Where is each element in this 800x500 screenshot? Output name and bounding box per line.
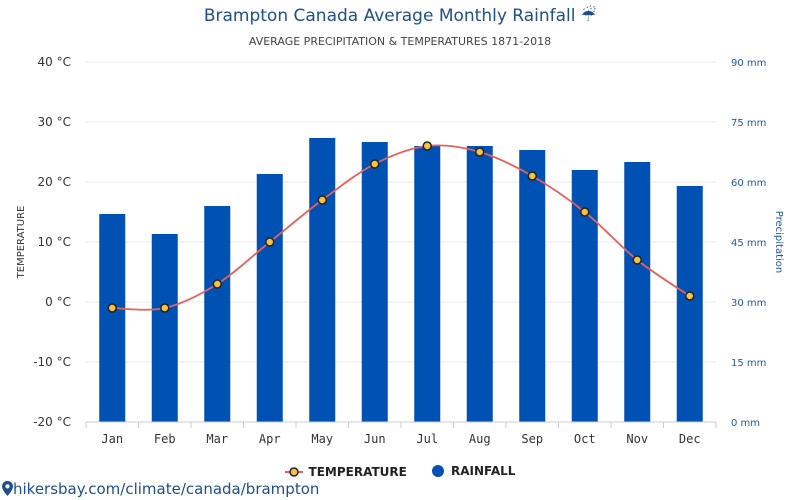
legend-label-rainfall: RAINFALL	[451, 464, 516, 478]
temperature-point-feb[interactable]	[160, 303, 170, 313]
rainfall-bar-sep[interactable]	[519, 150, 546, 422]
chart-legend: TEMPERATURE RAINFALL	[0, 464, 800, 481]
y-right-tick-label: 15 mm	[731, 358, 766, 369]
legend-item-temperature[interactable]: TEMPERATURE	[284, 465, 407, 479]
x-tick-label: May	[311, 432, 333, 446]
y-right-tick-label: 90 mm	[731, 58, 766, 69]
temperature-point-jul[interactable]	[422, 141, 432, 151]
x-tick-label: Jul	[416, 432, 438, 446]
rainfall-bar-mar[interactable]	[204, 206, 231, 422]
y-left-tick-label: -20 °C	[33, 415, 71, 429]
x-tick-label: Aug	[469, 432, 491, 446]
chart-subtitle: AVERAGE PRECIPITATION & TEMPERATURES 187…	[248, 35, 552, 48]
x-axis: Jan Feb Mar Apr May Jun Jul Aug Sep Oct Nov Dec	[85, 421, 717, 446]
temperature-point-jan[interactable]	[107, 303, 117, 313]
grid-lines	[86, 61, 716, 423]
temperature-point-nov[interactable]	[632, 255, 642, 265]
axis-ticks: 40 °C 90 mm 30 °C 75 mm 20 °C 60 mm 10 °C 45 mm…	[33, 55, 766, 429]
y-right-tick-label: 75 mm	[731, 118, 766, 129]
temperature-point-jun[interactable]	[370, 159, 380, 169]
rainfall-bar-apr[interactable]	[256, 174, 283, 422]
chart-title: Brampton Canada Average Monthly Rainfall…	[203, 6, 597, 26]
y-left-tick-label: 30 °C	[38, 115, 71, 129]
y-right-tick-label: 45 mm	[731, 238, 766, 249]
x-tick-label: Apr	[259, 432, 281, 446]
legend-label-temperature: TEMPERATURE	[308, 465, 407, 479]
temperature-point-mar[interactable]	[212, 279, 222, 289]
x-tick-label: Sep	[521, 432, 543, 446]
rainfall-bar-jan[interactable]	[99, 214, 126, 422]
y-right-tick-label: 60 mm	[731, 178, 766, 189]
y-left-tick-label: 0 °C	[45, 295, 71, 309]
temperature-points	[107, 141, 695, 313]
rainfall-bar-nov[interactable]	[624, 162, 651, 422]
temperature-point-may[interactable]	[317, 195, 327, 205]
x-tick-label: Nov	[626, 432, 648, 446]
location-pin-icon	[2, 481, 13, 496]
x-tick-label: Dec	[679, 432, 701, 446]
x-tick-label: Jun	[364, 432, 386, 446]
temperature-line-layer	[112, 144, 691, 311]
rainfall-bar-jul[interactable]	[414, 146, 441, 422]
rainfall-bar-may[interactable]	[309, 138, 336, 422]
y-right-tick-label: 0 mm	[731, 418, 760, 429]
x-tick-label: Jan	[101, 432, 123, 446]
rainfall-bar-dec[interactable]	[676, 186, 703, 422]
y-right-tick-label: 30 mm	[731, 298, 766, 309]
y-left-tick-label: -10 °C	[33, 355, 71, 369]
temperature-point-dec[interactable]	[685, 291, 695, 301]
y-right-axis-title: Precipitation	[773, 211, 784, 274]
temperature-line	[112, 144, 691, 311]
climate-chart: Jan Feb Mar Apr May Jun Jul Aug Sep Oct Nov Dec 40 …	[16, 55, 784, 446]
rainfall-bar-aug[interactable]	[466, 146, 493, 422]
y-left-tick-label: 40 °C	[38, 55, 71, 69]
temperature-point-aug[interactable]	[475, 147, 485, 157]
temperature-point-apr[interactable]	[265, 237, 275, 247]
x-tick-label: Feb	[154, 432, 176, 446]
y-left-axis-title: TEMPERATURE	[16, 206, 27, 280]
x-tick-label: Mar	[206, 432, 228, 446]
rainfall-bars	[99, 138, 703, 422]
legend-item-rainfall[interactable]: RAINFALL	[431, 464, 515, 478]
temperature-legend-marker-icon	[284, 467, 303, 477]
source-link[interactable]: hikersbay.com/climate/canada/brampton	[2, 480, 319, 498]
source-url: hikersbay.com/climate/canada/brampton	[13, 480, 320, 498]
y-left-tick-label: 20 °C	[38, 175, 71, 189]
temperature-point-sep[interactable]	[527, 171, 537, 181]
rainfall-legend-marker-icon	[432, 465, 445, 477]
y-left-tick-label: 10 °C	[38, 235, 71, 249]
rainfall-bar-jun[interactable]	[361, 142, 388, 422]
rainfall-bar-feb[interactable]	[151, 234, 178, 422]
x-tick-label: Oct	[574, 432, 596, 446]
temperature-point-oct[interactable]	[580, 207, 590, 217]
